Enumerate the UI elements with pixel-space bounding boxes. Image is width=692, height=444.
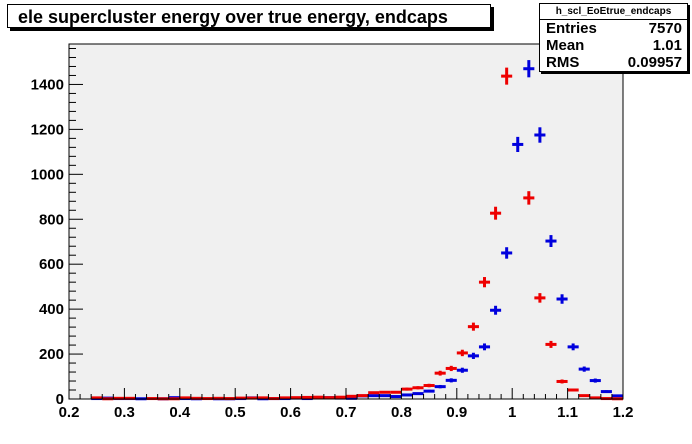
x-tick-label: 0.9	[446, 404, 467, 421]
data-point	[434, 370, 446, 376]
data-point	[357, 394, 369, 398]
x-tick-label: 0.7	[336, 404, 357, 421]
stats-box: h_scl_EoEtrue_endcaps Entries 7570 Mean …	[539, 3, 688, 72]
x-tick-label: 1.2	[613, 404, 634, 421]
data-point	[556, 294, 568, 304]
data-point	[545, 235, 557, 248]
data-point	[434, 384, 446, 389]
data-point	[545, 340, 557, 348]
y-tick-label: 1400	[31, 76, 64, 93]
y-tick-label: 800	[39, 211, 64, 228]
y-tick-label: 1000	[31, 166, 64, 183]
data-point	[501, 247, 513, 259]
data-point	[534, 127, 546, 143]
data-point	[467, 322, 479, 331]
y-tick-label: 600	[39, 256, 64, 273]
data-point	[456, 349, 468, 357]
stats-row-entries: Entries 7570	[540, 20, 687, 37]
x-tick-label: 0.2	[59, 404, 80, 421]
data-point	[478, 277, 491, 288]
data-point	[368, 394, 380, 398]
data-point	[401, 393, 413, 397]
y-tick-label: 400	[39, 301, 64, 318]
data-point	[423, 389, 435, 393]
data-point	[456, 367, 468, 373]
stats-row-rms: RMS 0.09957	[540, 54, 687, 71]
data-point	[235, 396, 247, 400]
axes: 0.2 0.3 0.4 0.5 0.6 0.7 0.8 0.9 1 1.1 1.2 0 200 400 60…	[31, 44, 634, 421]
data-point	[379, 394, 391, 398]
data-point	[390, 390, 402, 394]
data-point	[246, 396, 258, 400]
stats-value: 1.01	[652, 37, 682, 54]
data-point	[346, 394, 358, 398]
data-point	[334, 395, 346, 399]
stats-label: RMS	[546, 54, 580, 71]
stats-value: 0.09957	[627, 54, 682, 71]
data-point	[578, 394, 590, 398]
data-point	[567, 343, 579, 351]
data-point	[556, 379, 568, 384]
y-tick-label: 200	[39, 346, 64, 363]
x-tick-label: 1	[508, 404, 516, 421]
y-tick-label: 0	[56, 391, 64, 408]
data-point	[368, 391, 380, 395]
data-point	[91, 396, 103, 400]
data-point	[589, 378, 601, 383]
x-tick-label: 0.4	[169, 404, 191, 421]
data-point	[512, 136, 524, 152]
data-point	[467, 352, 479, 359]
data-point	[611, 394, 623, 398]
data-point	[534, 293, 546, 303]
data-point	[412, 392, 424, 396]
data-point	[412, 386, 424, 390]
data-point	[312, 395, 324, 399]
plot-frame	[68, 43, 624, 400]
data-point	[578, 366, 590, 372]
data-point	[490, 305, 502, 315]
data-point	[589, 396, 601, 400]
data-point	[523, 191, 535, 205]
x-tick-label: 0.5	[225, 404, 246, 421]
data-point	[490, 206, 502, 220]
stats-label: Mean	[546, 37, 585, 54]
data-point	[501, 67, 513, 85]
chart-title: ele supercluster energy over true energy…	[7, 4, 491, 28]
data-point	[478, 343, 491, 351]
x-tick-label: 0.8	[391, 404, 412, 421]
data-point	[257, 396, 269, 400]
data-point	[279, 396, 291, 400]
data-point	[567, 388, 579, 392]
data-point	[445, 365, 457, 372]
data-point	[423, 383, 435, 388]
data-point	[390, 395, 402, 399]
y-tick-label: 1200	[31, 121, 64, 138]
data-point	[401, 387, 413, 391]
data-point	[323, 396, 335, 400]
data-point	[179, 396, 191, 400]
x-tick-label: 0.6	[280, 404, 301, 421]
data-point	[523, 60, 535, 78]
x-tick-label: 0.3	[114, 404, 135, 421]
stats-histogram-name: h_scl_EoEtrue_endcaps	[540, 4, 687, 20]
data-point	[445, 378, 457, 383]
data-point	[600, 390, 612, 394]
x-tick-label: 1.1	[557, 404, 578, 421]
data-point	[301, 395, 313, 399]
data-point	[290, 396, 302, 400]
stats-label: Entries	[546, 20, 597, 37]
data-point	[379, 390, 391, 394]
stats-row-mean: Mean 1.01	[540, 37, 687, 54]
stats-value: 7570	[648, 20, 682, 37]
